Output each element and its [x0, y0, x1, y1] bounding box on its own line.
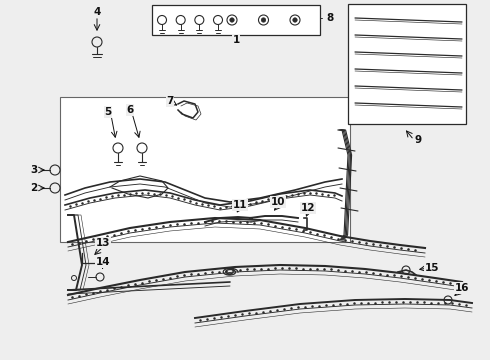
Text: 8: 8	[326, 13, 334, 23]
Circle shape	[293, 18, 297, 22]
Text: 15: 15	[425, 263, 439, 273]
Text: 16: 16	[455, 283, 469, 293]
Text: 4: 4	[93, 7, 100, 17]
Text: 9: 9	[415, 135, 421, 145]
Text: 7: 7	[166, 96, 173, 106]
Bar	[348, 4, 466, 124]
Text: 6: 6	[126, 105, 134, 115]
Text: 11: 11	[233, 200, 247, 210]
Text: 14: 14	[96, 257, 110, 267]
Circle shape	[230, 18, 234, 22]
Text: 5: 5	[104, 107, 112, 117]
Text: 3: 3	[30, 165, 38, 175]
Text: 10: 10	[271, 197, 285, 207]
Circle shape	[261, 18, 266, 22]
Bar	[60, 97, 350, 242]
Text: 13: 13	[96, 238, 110, 248]
Text: 12: 12	[301, 203, 315, 213]
Text: 2: 2	[30, 183, 38, 193]
Bar	[152, 5, 320, 35]
Text: 1: 1	[232, 35, 240, 45]
